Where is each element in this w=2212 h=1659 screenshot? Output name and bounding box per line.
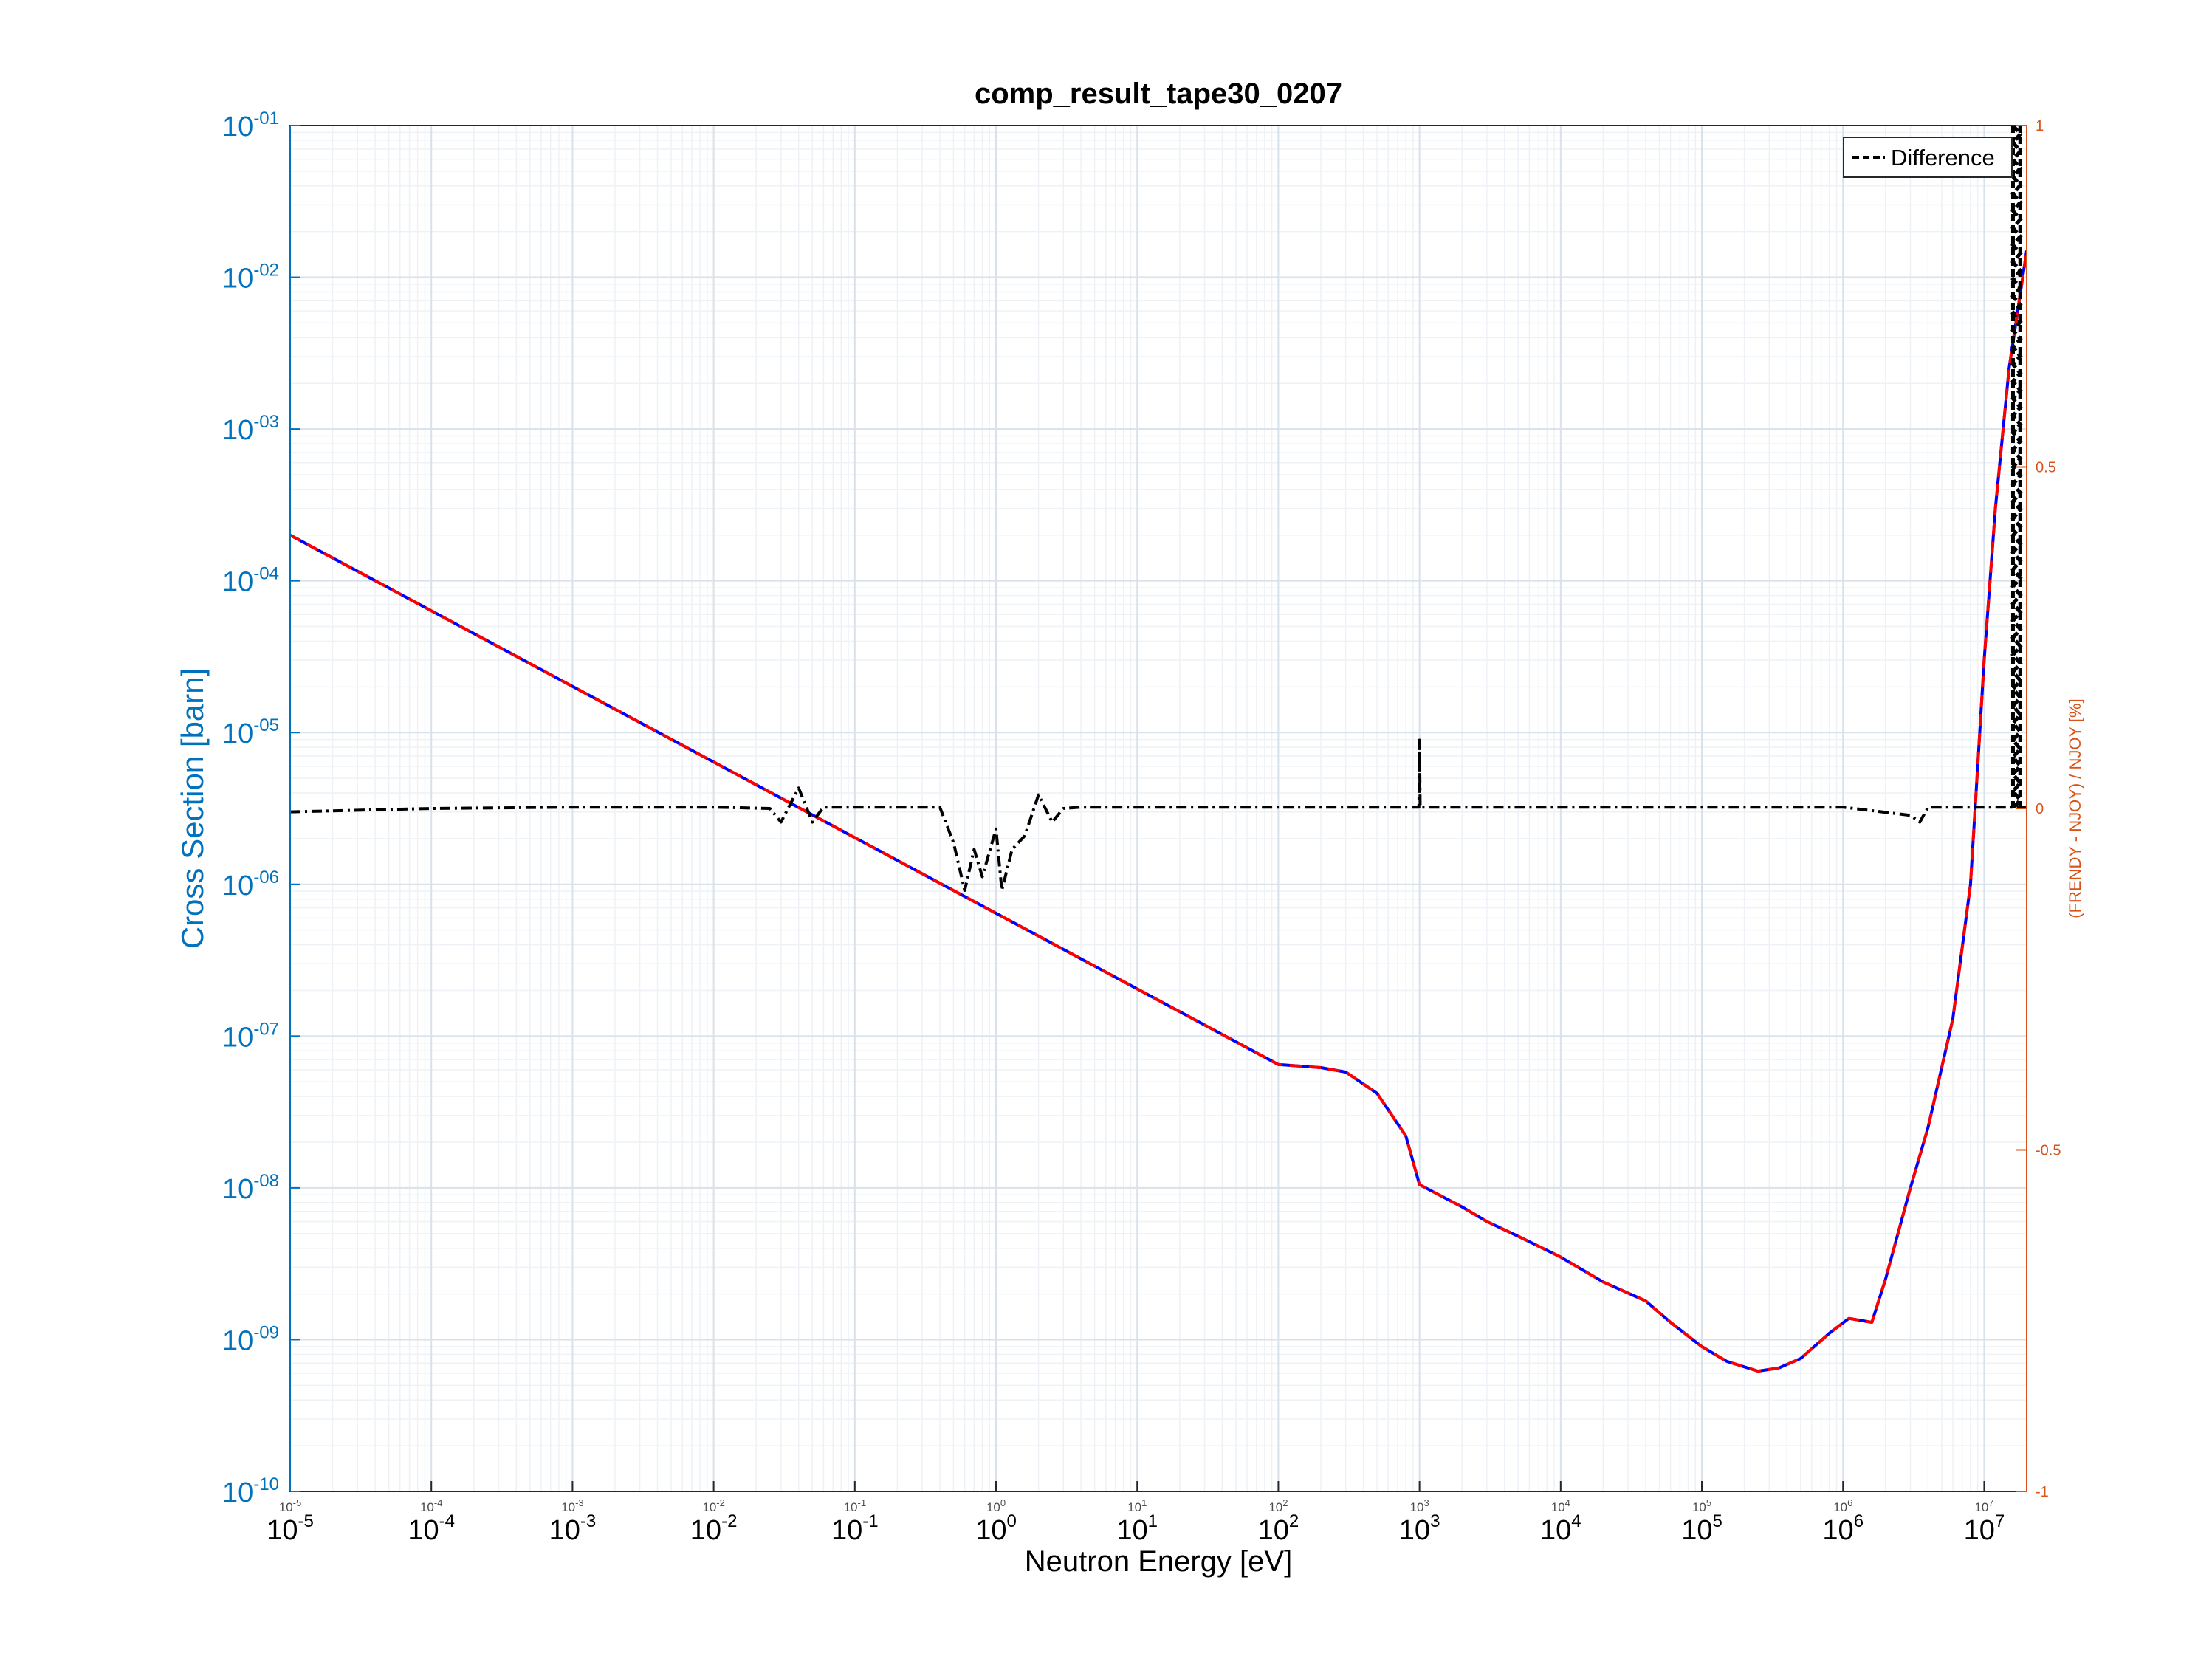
difference-oscillation-band [2010,126,2023,810]
x-tick-label: 10-5 [267,1511,314,1546]
x-tick-label-small: 10-5 [279,1497,301,1514]
x-tick-label-small: 107 [1974,1497,1993,1514]
y-tick-label: 10-03 [222,412,279,446]
x-tick-label-small: 10-1 [844,1497,866,1514]
y-tick-label: 10-05 [222,715,279,749]
y-tick-label: 10-06 [222,868,279,901]
series-line-difference [290,738,2027,892]
y-tick-label: 10-10 [222,1474,279,1508]
x-tick-label: 101 [1116,1511,1158,1546]
x-tick-label-small: 105 [1692,1497,1711,1514]
y-right-tick-label: -0.5 [2036,1143,2061,1159]
y-tick-label: 10-02 [222,261,279,295]
x-tick-label-small: 10-4 [420,1497,442,1514]
y-axis-right-label: (FRENDY - NJOY) / NJOY [%] [2066,698,2084,918]
series-line-frendy [290,250,2027,1373]
y-axis-label: Cross Section [barn] [175,668,210,949]
x-tick-label: 105 [1681,1511,1722,1546]
x-axis-label: Neutron Energy [eV] [1025,1545,1292,1578]
y-tick-label: 10-08 [222,1171,279,1205]
x-tick-label: 10-4 [408,1511,455,1546]
x-tick-label: 103 [1399,1511,1440,1546]
x-tick-label: 10-3 [549,1511,597,1546]
legend-box [1843,137,2013,178]
y-tick-label: 10-04 [222,564,279,598]
y-right-tick-label: -1 [2036,1484,2049,1500]
y-right-tick-label: 1 [2036,118,2044,134]
series-layer [290,126,2027,1373]
x-tick-label-small: 104 [1551,1497,1570,1514]
x-axis: 10-510-5 10-410-4 10-310-3 10-210-2 10-110-1… [267,1481,2005,1546]
x-tick-label: 106 [1822,1511,1864,1546]
y-tick-label: 10-01 [222,109,279,142]
y-axis-left: 10-01 10-02 10-03 10-04 10-05 10-06 10-07 10-08… [222,109,300,1508]
y-tick-label: 10-07 [222,1019,279,1053]
x-tick-label: 104 [1540,1511,1581,1546]
legend-difference-label: Difference [1891,145,1995,171]
x-tick-label: 100 [975,1511,1017,1546]
x-tick-label: 102 [1258,1511,1299,1546]
x-tick-label: 107 [1964,1511,2005,1546]
x-tick-label-small: 102 [1268,1497,1288,1514]
y-tick-label: 10-09 [222,1322,279,1356]
x-tick-label-small: 100 [986,1497,1006,1514]
x-tick-label: 10-2 [690,1511,738,1546]
legend[interactable]: Difference [1843,137,2013,178]
grid-minor [290,126,2027,1491]
y-right-tick-label: 0 [2036,801,2044,817]
x-tick-label-small: 10-2 [702,1497,724,1514]
y-right-tick-label: 0.5 [2036,460,2056,476]
x-tick-label-small: 101 [1127,1497,1147,1514]
x-tick-label-small: 10-3 [561,1497,583,1514]
chart-title: comp_result_tape30_0207 [975,78,1342,110]
x-tick-label-small: 106 [1833,1497,1852,1514]
x-tick-label-small: 103 [1410,1497,1429,1514]
y-axis-right: 1 0.5 0 -0.5 -1 [2016,118,2061,1500]
x-tick-label: 10-1 [831,1511,879,1546]
